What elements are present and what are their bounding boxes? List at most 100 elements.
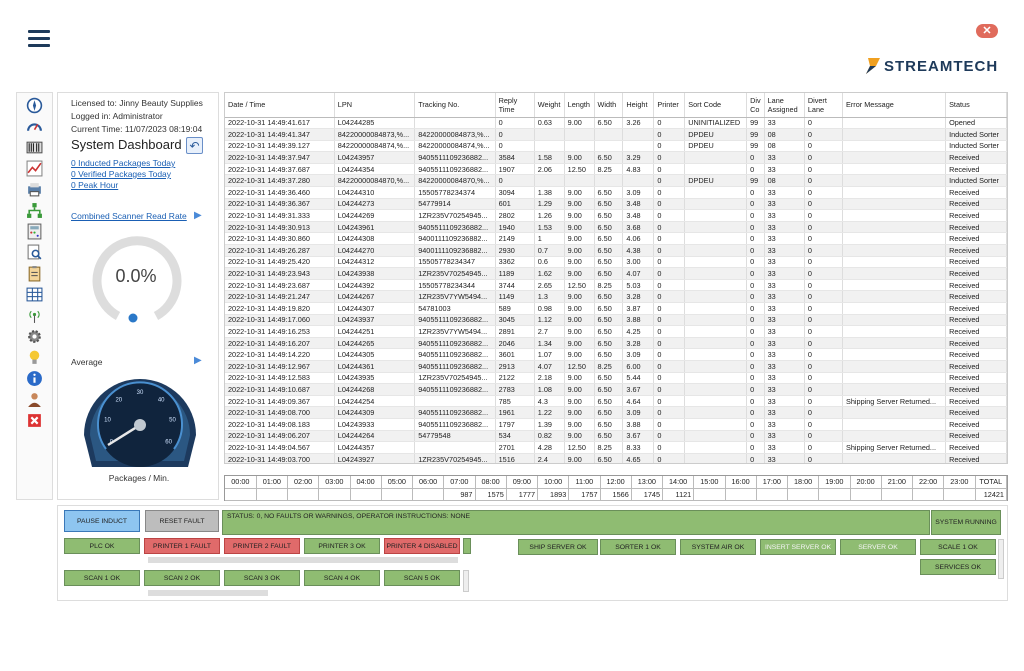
info-icon[interactable] bbox=[26, 370, 43, 387]
table-row[interactable]: 2022-10-31 14:49:37.687 L04244354 94055111… bbox=[225, 163, 1007, 176]
table-row[interactable]: 2022-10-31 14:49:36.367 L04244273 54779914… bbox=[225, 198, 1007, 211]
packages-grid[interactable]: Date / Time LPN Tracking No. Reply Time Weig… bbox=[224, 92, 1008, 464]
column-header[interactable]: Length bbox=[564, 93, 595, 118]
close-button[interactable]: ✕ bbox=[976, 24, 998, 38]
table-row[interactable]: 2022-10-31 14:49:30.860 L04244308 94001111… bbox=[225, 232, 1007, 246]
scanner-read-rate-link[interactable]: Combined Scanner Read Rate bbox=[71, 211, 187, 221]
table-row[interactable]: 2022-10-31 14:49:09.367 L04244254 785 4.3 9.… bbox=[225, 395, 1007, 408]
hamburger-menu-icon[interactable] bbox=[28, 30, 50, 48]
table-cell: 0 bbox=[804, 337, 843, 350]
table-row[interactable]: 2022-10-31 14:49:12.583 L04243935 1ZR235V7… bbox=[225, 372, 1007, 385]
table-row[interactable]: 2022-10-31 14:49:36.460 L04244310 15505778… bbox=[225, 186, 1007, 199]
table-cell: 08 bbox=[764, 174, 805, 188]
network-icon[interactable] bbox=[26, 202, 43, 219]
wireless-antenna-icon[interactable] bbox=[26, 307, 43, 324]
table-row[interactable]: 2022-10-31 14:49:23.943 L04243938 1ZR235V7… bbox=[225, 267, 1007, 280]
vertical-scrollbar[interactable] bbox=[998, 539, 1004, 579]
table-cell: 0 bbox=[804, 163, 843, 176]
column-header[interactable]: Height bbox=[622, 93, 655, 118]
table-row[interactable]: 2022-10-31 14:49:10.687 L04244268 94055111… bbox=[225, 383, 1007, 396]
table-cell: 2022-10-31 14:49:41.617 bbox=[225, 117, 335, 130]
table-row[interactable]: 2022-10-31 14:49:23.687 L04244392 15505778… bbox=[225, 279, 1007, 292]
table-cell: L04244307 bbox=[334, 302, 416, 315]
printer-icon[interactable] bbox=[26, 181, 43, 198]
table-row[interactable]: 2022-10-31 14:49:08.183 L04243933 94055111… bbox=[225, 418, 1007, 431]
peak-hour-link[interactable]: 0 Peak Hour bbox=[71, 180, 119, 190]
column-header[interactable]: Status bbox=[945, 93, 1007, 118]
table-row[interactable]: 2022-10-31 14:49:19.820 L04244307 54781003… bbox=[225, 302, 1007, 315]
play-arrow-icon[interactable]: ▶ bbox=[194, 210, 202, 221]
table-row[interactable]: 2022-10-31 14:49:21.247 L04244267 1ZR235V7… bbox=[225, 290, 1007, 303]
barcode-icon[interactable] bbox=[26, 139, 43, 156]
speedometer-icon[interactable] bbox=[26, 118, 43, 135]
average-play-icon[interactable]: ▶ bbox=[194, 355, 202, 366]
column-header[interactable]: LPN bbox=[334, 93, 416, 118]
reset-fault-button[interactable]: RESET FAULT bbox=[145, 510, 219, 532]
column-header[interactable]: Printer bbox=[653, 93, 686, 118]
inducted-packages-link[interactable]: 0 Inducted Packages Today bbox=[71, 158, 176, 168]
table-cell: 33 bbox=[764, 383, 805, 396]
table-cell: 8.25 bbox=[594, 163, 624, 176]
table-row[interactable]: 2022-10-31 14:49:17.060 L04243937 94055111… bbox=[225, 314, 1007, 327]
user-icon[interactable] bbox=[26, 391, 43, 408]
column-header[interactable]: Sort Code bbox=[684, 93, 748, 118]
exit-icon[interactable] bbox=[26, 412, 43, 429]
horizontal-scrollbar[interactable] bbox=[148, 557, 458, 563]
table-cell: 0 bbox=[746, 441, 765, 454]
table-cell: 33 bbox=[764, 151, 805, 164]
table-cell: 0 bbox=[653, 360, 686, 373]
pause-induct-button[interactable]: PAUSE INDUCT bbox=[64, 510, 140, 532]
table-row[interactable]: 2022-10-31 14:49:26.287 L04244270 94001111… bbox=[225, 244, 1007, 257]
table-row[interactable]: 2022-10-31 14:49:41.347 8422000008487​3,%… bbox=[225, 128, 1007, 141]
back-arrow-icon[interactable]: ↶ bbox=[186, 137, 203, 154]
table-row[interactable]: 2022-10-31 14:49:25.420 L04244312 15505778… bbox=[225, 256, 1007, 269]
column-header[interactable]: Weight bbox=[534, 93, 565, 118]
hour-value bbox=[818, 488, 851, 501]
column-header[interactable]: Lane Assigned bbox=[764, 93, 805, 118]
search-document-icon[interactable] bbox=[26, 244, 43, 261]
table-row[interactable]: 2022-10-31 14:49:06.207 L04244264 54779548… bbox=[225, 430, 1007, 443]
column-header[interactable]: Div Co bbox=[746, 93, 765, 118]
scan-horizontal-scrollbar[interactable] bbox=[148, 590, 268, 596]
table-row[interactable]: 2022-10-31 14:49:31.333 L04244269 1ZR235V7… bbox=[225, 209, 1007, 222]
scan-scrollbar[interactable] bbox=[463, 570, 469, 592]
table-row[interactable]: 2022-10-31 14:49:03.700 L04243927 1ZR235V7… bbox=[225, 453, 1007, 463]
table-cell: 8.25 bbox=[594, 441, 624, 454]
column-header[interactable]: Tracking No. bbox=[414, 93, 496, 118]
column-header[interactable]: Width bbox=[594, 93, 624, 118]
verified-packages-link[interactable]: 0 Verified Packages Today bbox=[71, 169, 172, 179]
table-cell: 6.50 bbox=[594, 372, 624, 385]
table-cell: Received bbox=[945, 256, 1007, 269]
calculator-icon[interactable] bbox=[26, 223, 43, 240]
table-grid-icon[interactable] bbox=[26, 286, 43, 303]
column-header[interactable]: Divert Lane bbox=[804, 93, 843, 118]
table-cell: 4.06 bbox=[622, 232, 655, 246]
table-row[interactable]: 2022-10-31 14:49:08.700 L04244309 94055111… bbox=[225, 406, 1007, 419]
table-row[interactable]: 2022-10-31 14:49:16.253 L04244251 1ZR235V7… bbox=[225, 325, 1007, 338]
table-row[interactable]: 2022-10-31 14:49:30.913 L04243961 94055111… bbox=[225, 221, 1007, 234]
table-row[interactable]: 2022-10-31 14:49:14.220 L04244305 94055111… bbox=[225, 348, 1007, 361]
table-cell bbox=[594, 174, 624, 188]
clipboard-icon[interactable] bbox=[26, 265, 43, 282]
table-cell: 3.26 bbox=[622, 117, 655, 130]
table-cell: Received bbox=[945, 441, 1007, 454]
table-row[interactable]: 2022-10-31 14:49:37.280 84220000084870,%.… bbox=[225, 174, 1007, 188]
column-header[interactable]: Reply Time bbox=[495, 93, 535, 118]
compass-icon[interactable] bbox=[26, 97, 43, 114]
table-row[interactable]: 2022-10-31 14:49:37.947 L04243957 94055111… bbox=[225, 151, 1007, 164]
table-row[interactable]: 2022-10-31 14:49:39.127 84220000084874,%.… bbox=[225, 140, 1007, 153]
table-cell: 5.03 bbox=[622, 279, 655, 292]
table-row[interactable]: 2022-10-31 14:49:04.567 L04244357 2701 4.28… bbox=[225, 441, 1007, 454]
line-chart-icon[interactable] bbox=[26, 160, 43, 177]
table-cell: 0.7 bbox=[534, 244, 565, 257]
column-header[interactable]: Date / Time bbox=[225, 93, 335, 118]
lightbulb-icon[interactable] bbox=[26, 349, 43, 366]
status-message: STATUS: 0, NO FAULTS OR WARNINGS, OPERAT… bbox=[222, 510, 930, 535]
table-row[interactable]: 2022-10-31 14:49:12.967 L04244361 94055111… bbox=[225, 360, 1007, 373]
table-row[interactable]: 2022-10-31 14:49:41.617 L04244285 0 0.63 9.0… bbox=[225, 117, 1007, 130]
table-row[interactable]: 2022-10-31 14:49:16.207 L04244265 94055111… bbox=[225, 337, 1007, 350]
gear-icon[interactable] bbox=[26, 328, 43, 345]
streamtech-logo: STREAMTECH bbox=[866, 56, 998, 76]
column-header[interactable]: Error Message bbox=[842, 93, 947, 118]
table-cell: 0 bbox=[804, 279, 843, 292]
